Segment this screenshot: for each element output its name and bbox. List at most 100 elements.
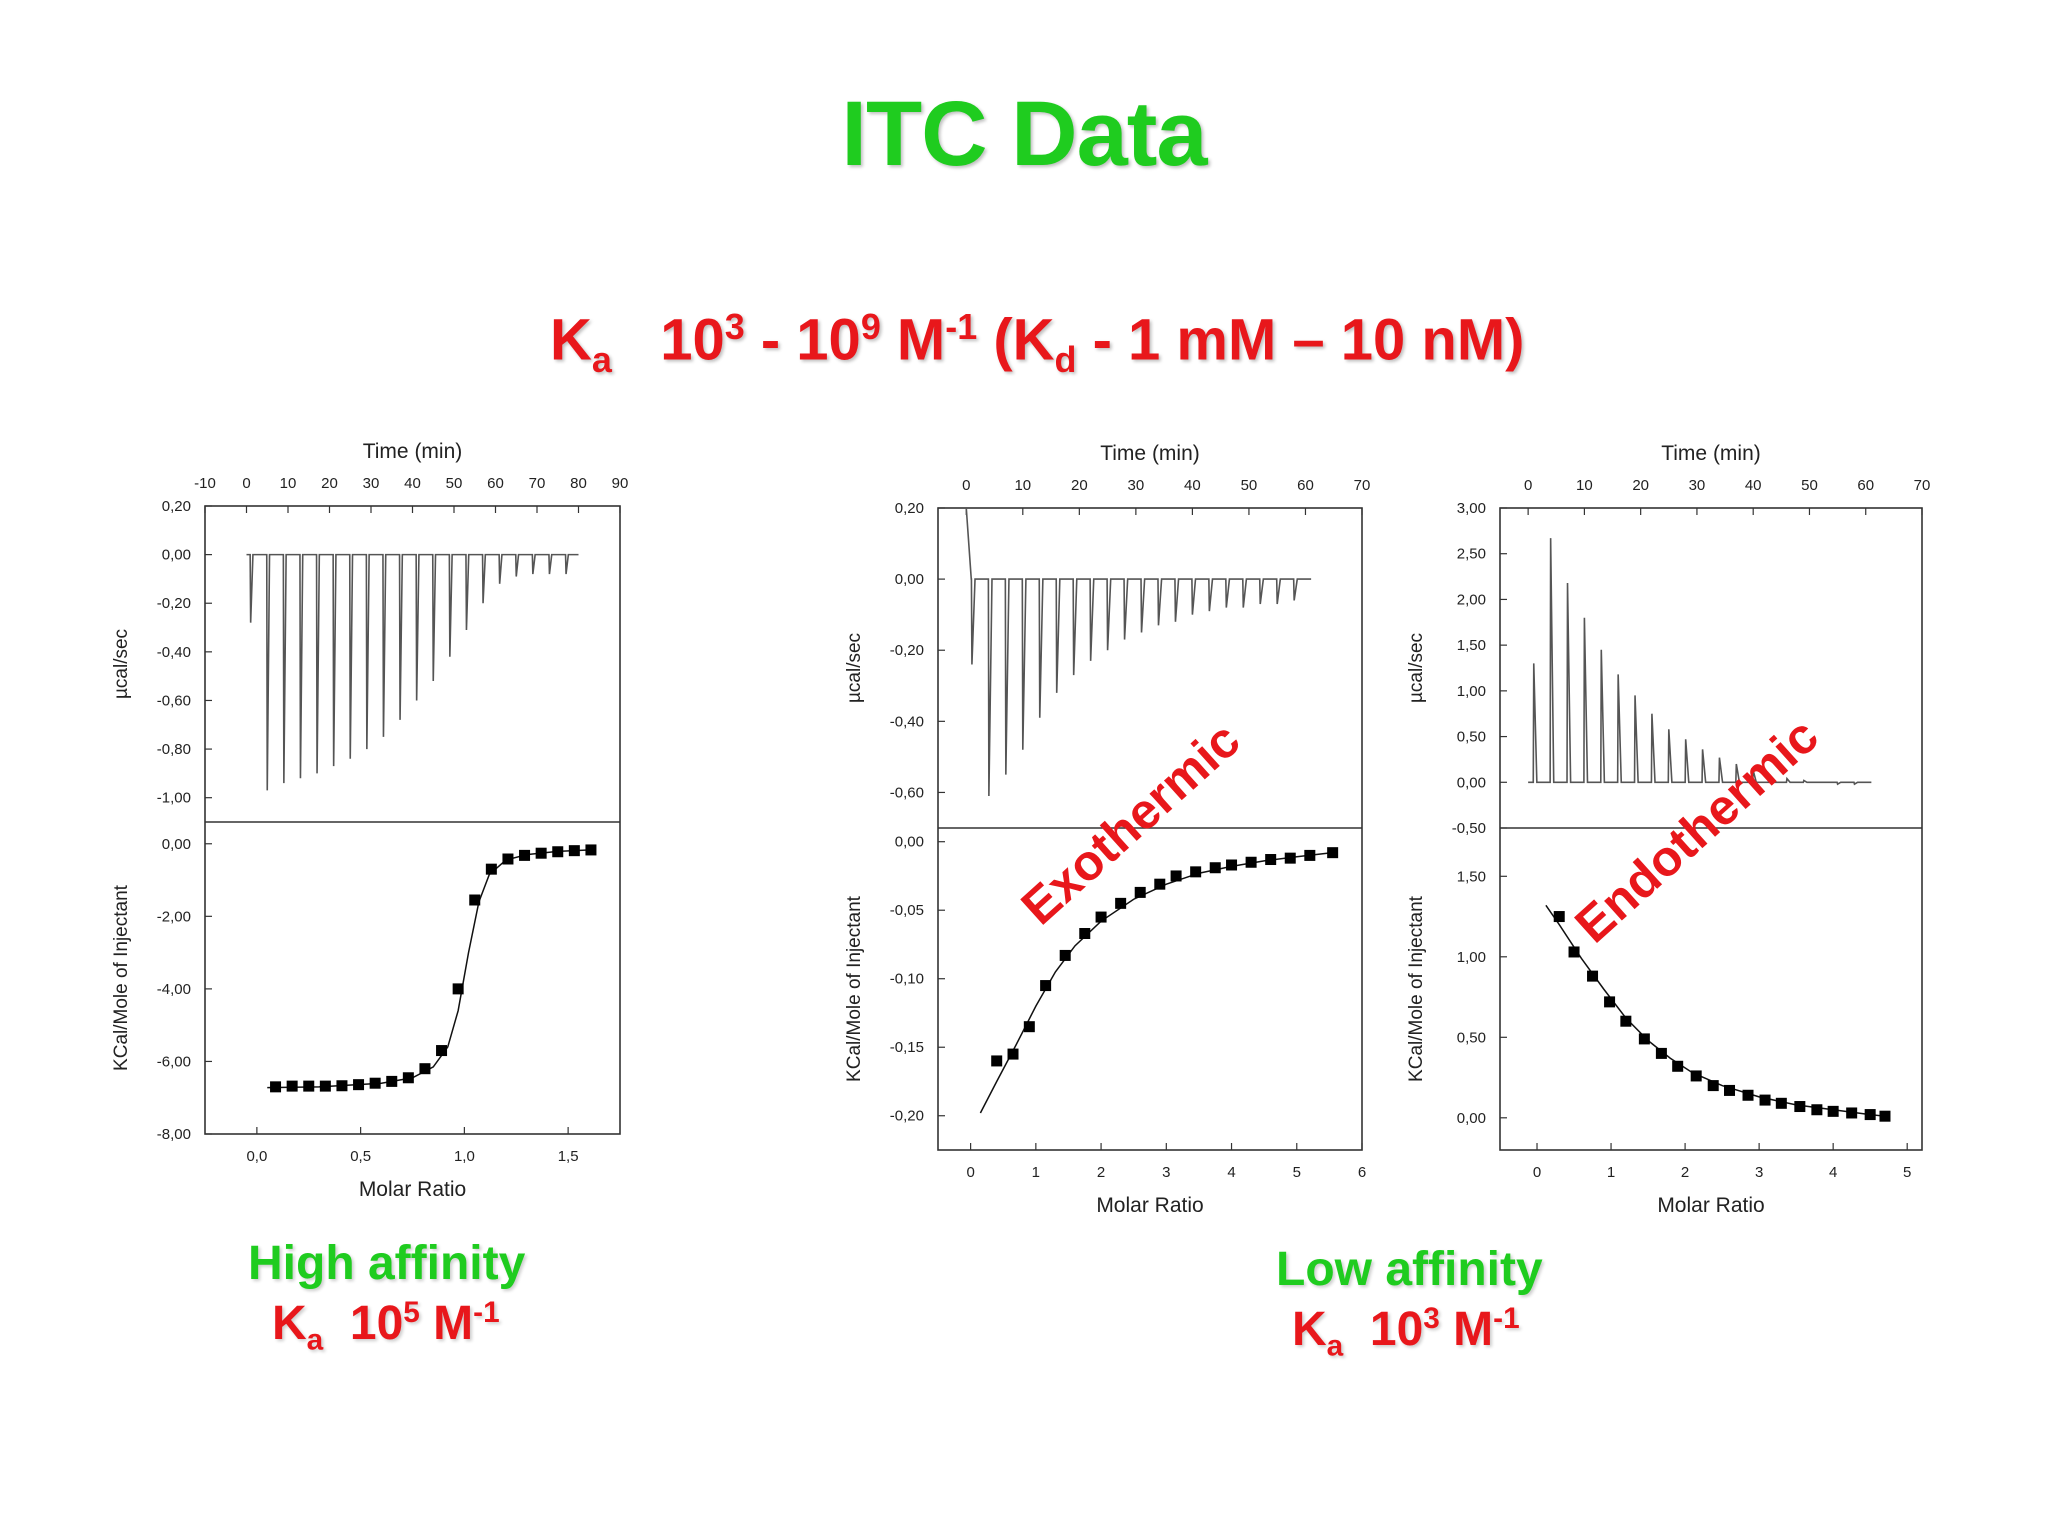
exo-ratio-tick-label: 2 bbox=[1097, 1164, 1105, 1181]
exo-ratio-tick-label: 0 bbox=[966, 1164, 974, 1181]
exo-data-point bbox=[1265, 854, 1277, 866]
high-data-point bbox=[502, 853, 514, 865]
endo-data-point bbox=[1690, 1070, 1702, 1082]
exo-time-axis-label: Time (min) bbox=[1100, 442, 1200, 465]
endo-time-tick-label: 70 bbox=[1914, 477, 1931, 494]
high-time-tick-label: 0 bbox=[242, 475, 250, 492]
high-data-point bbox=[369, 1077, 381, 1089]
high-power-tick-label: -1,00 bbox=[157, 790, 191, 807]
high-data-point bbox=[535, 847, 547, 859]
exo-ratio-tick-label: 1 bbox=[1032, 1164, 1040, 1181]
endo-data-point bbox=[1655, 1047, 1667, 1059]
low-affinity-ka: Ka 103 M-1 bbox=[1292, 1302, 1520, 1363]
high-power-tick-label: -0,40 bbox=[157, 644, 191, 661]
exo-enthalpy-axis-label: KCal/Mole of Injectant bbox=[844, 895, 865, 1082]
endo-data-point bbox=[1604, 996, 1616, 1008]
endo-data-point bbox=[1879, 1110, 1891, 1122]
endo-time-tick-label: 50 bbox=[1801, 477, 1818, 494]
high-time-tick-label: 40 bbox=[404, 475, 421, 492]
endo-ratio-tick-label: 5 bbox=[1903, 1164, 1911, 1181]
endo-data-point bbox=[1553, 911, 1565, 923]
exo-data-point bbox=[1040, 980, 1052, 992]
exo-ratio-axis-label: Molar Ratio bbox=[1096, 1194, 1203, 1217]
high-ratio-tick-label: 1,5 bbox=[558, 1148, 579, 1165]
endo-power-tick-label: 2,50 bbox=[1457, 546, 1486, 563]
endo-enthalpy-tick-label: 1,50 bbox=[1457, 868, 1486, 885]
high-power-tick-label: 0,00 bbox=[162, 547, 191, 564]
exo-data-point bbox=[1154, 878, 1166, 890]
high-data-point bbox=[519, 849, 531, 861]
high-enthalpy-tick-label: 0,00 bbox=[162, 836, 191, 853]
endo-data-point bbox=[1827, 1105, 1839, 1117]
high-time-tick-label: -10 bbox=[194, 475, 216, 492]
high-data-point bbox=[485, 863, 497, 875]
exo-power-axis-label: µcal/sec bbox=[844, 633, 865, 703]
exo-power-tick-label: -0,60 bbox=[890, 784, 924, 801]
high-time-tick-label: 90 bbox=[612, 475, 629, 492]
endo-data-point bbox=[1724, 1084, 1736, 1096]
high-fit-curve bbox=[267, 849, 591, 1089]
exo-plot-frame bbox=[937, 507, 1363, 1151]
high-enthalpy-tick-label: -2,00 bbox=[157, 908, 191, 925]
high-data-point bbox=[286, 1080, 298, 1092]
endo-power-tick-label: 3,00 bbox=[1457, 500, 1486, 517]
exo-enthalpy-tick-label: -0,20 bbox=[890, 1108, 924, 1125]
endo-time-axis-label: Time (min) bbox=[1661, 442, 1761, 465]
endo-data-point bbox=[1638, 1033, 1650, 1045]
exo-ratio-tick-label: 3 bbox=[1162, 1164, 1170, 1181]
endo-data-point bbox=[1620, 1015, 1632, 1027]
exo-time-tick-label: 60 bbox=[1297, 477, 1314, 494]
endo-time-tick-label: 0 bbox=[1524, 477, 1532, 494]
high-data-point bbox=[552, 846, 564, 858]
endo-power-tick-label: 0,00 bbox=[1457, 774, 1486, 791]
exo-power-tick-label: 0,20 bbox=[895, 500, 924, 517]
exo-enthalpy-tick-label: -0,10 bbox=[890, 971, 924, 988]
endo-power-tick-label: -0,50 bbox=[1452, 820, 1486, 837]
high-data-point bbox=[303, 1080, 315, 1092]
high-affinity-label: High affinity bbox=[248, 1237, 526, 1290]
endo-data-point bbox=[1672, 1060, 1684, 1072]
endo-ratio-tick-label: 2 bbox=[1681, 1164, 1689, 1181]
endo-power-tick-label: 1,50 bbox=[1457, 637, 1486, 654]
high-power-tick-label: -0,20 bbox=[157, 595, 191, 612]
endo-power-tick-label: 0,50 bbox=[1457, 729, 1486, 746]
high-time-tick-label: 30 bbox=[363, 475, 380, 492]
exo-data-point bbox=[1245, 856, 1257, 868]
endo-data-point bbox=[1846, 1107, 1858, 1119]
exo-power-tick-label: -0,40 bbox=[890, 713, 924, 730]
high-time-tick-label: 60 bbox=[487, 475, 504, 492]
endo-time-tick-label: 60 bbox=[1857, 477, 1874, 494]
high-time-axis-label: Time (min) bbox=[363, 440, 463, 463]
high-affinity-ka: Ka 105 M-1 bbox=[272, 1296, 500, 1357]
endo-data-point bbox=[1759, 1094, 1771, 1106]
endo-power-tick-label: 1,00 bbox=[1457, 683, 1486, 700]
high-enthalpy-axis-label: KCal/Mole of Injectant bbox=[111, 884, 132, 1071]
high-data-point bbox=[419, 1063, 431, 1075]
exo-data-point bbox=[1095, 911, 1107, 923]
high-enthalpy-tick-label: -8,00 bbox=[157, 1126, 191, 1143]
exo-time-tick-label: 50 bbox=[1241, 477, 1258, 494]
exo-enthalpy-tick-label: -0,05 bbox=[890, 902, 924, 919]
endo-data-point bbox=[1794, 1101, 1806, 1113]
exo-ratio-tick-label: 5 bbox=[1293, 1164, 1301, 1181]
exo-data-point bbox=[1007, 1048, 1019, 1060]
high-ratio-tick-label: 0,0 bbox=[246, 1148, 267, 1165]
endo-power-axis-label: µcal/sec bbox=[1406, 633, 1427, 703]
high-power-tick-label: -0,80 bbox=[157, 741, 191, 758]
exo-data-point bbox=[1023, 1021, 1035, 1033]
high-data-point bbox=[319, 1080, 331, 1092]
exo-data-point bbox=[991, 1055, 1003, 1067]
high-data-point bbox=[270, 1081, 282, 1093]
high-data-point bbox=[336, 1080, 348, 1092]
exo-time-tick-label: 20 bbox=[1071, 477, 1088, 494]
exo-time-tick-label: 40 bbox=[1184, 477, 1201, 494]
endo-data-point bbox=[1587, 970, 1599, 982]
endo-data-point bbox=[1775, 1097, 1787, 1109]
exo-time-tick-label: 0 bbox=[962, 477, 970, 494]
high-time-tick-label: 20 bbox=[321, 475, 338, 492]
high-data-point bbox=[386, 1075, 398, 1087]
exo-data-point bbox=[1284, 852, 1296, 864]
exo-enthalpy-tick-label: 0,00 bbox=[895, 834, 924, 851]
high-enthalpy-tick-label: -6,00 bbox=[157, 1053, 191, 1070]
exo-ratio-tick-label: 6 bbox=[1358, 1164, 1366, 1181]
